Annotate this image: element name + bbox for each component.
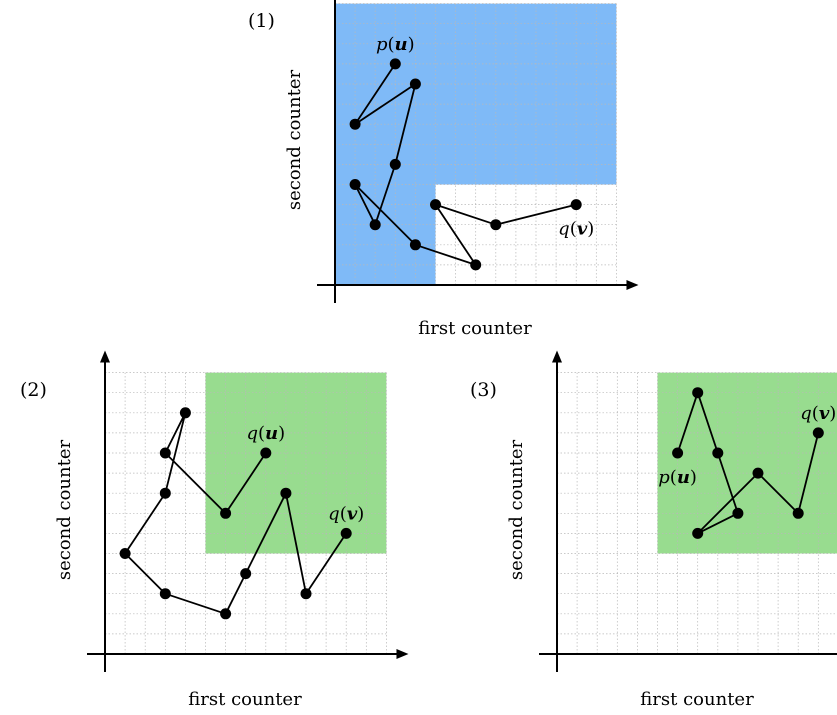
run-point xyxy=(812,427,824,439)
panel-number: (3) xyxy=(470,379,497,401)
run-point xyxy=(220,507,232,519)
run-point xyxy=(792,507,804,519)
run-point xyxy=(159,487,171,499)
panel-2: q(u) q(v) (2) first counter second counter xyxy=(20,350,409,710)
run-point xyxy=(430,199,441,211)
run-point xyxy=(159,447,171,459)
x-axis-arrow xyxy=(626,280,639,290)
run-point xyxy=(280,487,292,499)
x-axis-label: first counter xyxy=(640,689,754,710)
run-point xyxy=(349,179,361,190)
run-point xyxy=(570,199,582,211)
x-axis-arrow xyxy=(396,649,409,659)
y-axis-label: second counter xyxy=(284,69,305,210)
run-point xyxy=(752,467,764,479)
y-axis-arrow xyxy=(552,350,562,363)
x-axis-label: first counter xyxy=(418,318,532,339)
grid xyxy=(334,3,617,286)
point-label: q(u) xyxy=(246,423,285,444)
panel-3: p(u) q(v) (3) first counter second counter xyxy=(470,350,837,710)
y-axis-arrow xyxy=(100,350,110,363)
reachable-region xyxy=(205,372,387,554)
point-label: p(u) xyxy=(376,34,415,55)
run-point xyxy=(349,118,361,130)
run-point xyxy=(732,507,744,519)
point-label: q(v) xyxy=(800,403,836,424)
run-point xyxy=(220,608,232,620)
y-axis-label: second counter xyxy=(506,439,527,580)
run-point xyxy=(672,447,684,459)
run-point xyxy=(119,548,131,559)
point-label: q(v) xyxy=(558,219,594,240)
x-axis-label: first counter xyxy=(188,689,302,710)
run-point xyxy=(692,527,704,539)
run-point xyxy=(240,568,252,580)
point-label: p(u) xyxy=(658,467,697,488)
run-path xyxy=(124,411,347,615)
run-point xyxy=(159,588,171,600)
run-point xyxy=(470,259,482,271)
run-point xyxy=(389,158,401,170)
run-point xyxy=(712,447,724,459)
run-point xyxy=(300,588,312,600)
point-label: q(v) xyxy=(328,503,364,524)
run-point xyxy=(179,407,191,419)
run-point xyxy=(389,58,401,70)
y-axis-label: second counter xyxy=(54,439,75,580)
panel-number: (2) xyxy=(20,379,47,401)
run-point xyxy=(409,78,421,90)
run-point xyxy=(260,447,272,459)
run-point xyxy=(409,239,421,251)
run-path xyxy=(676,391,820,535)
panel-1: p(u) q(v) (1) first counter second counter xyxy=(248,0,639,339)
panel-number: (1) xyxy=(248,10,275,32)
run-point xyxy=(490,219,502,231)
run-point xyxy=(692,387,704,399)
run-point xyxy=(369,219,381,231)
run-point xyxy=(340,527,352,539)
